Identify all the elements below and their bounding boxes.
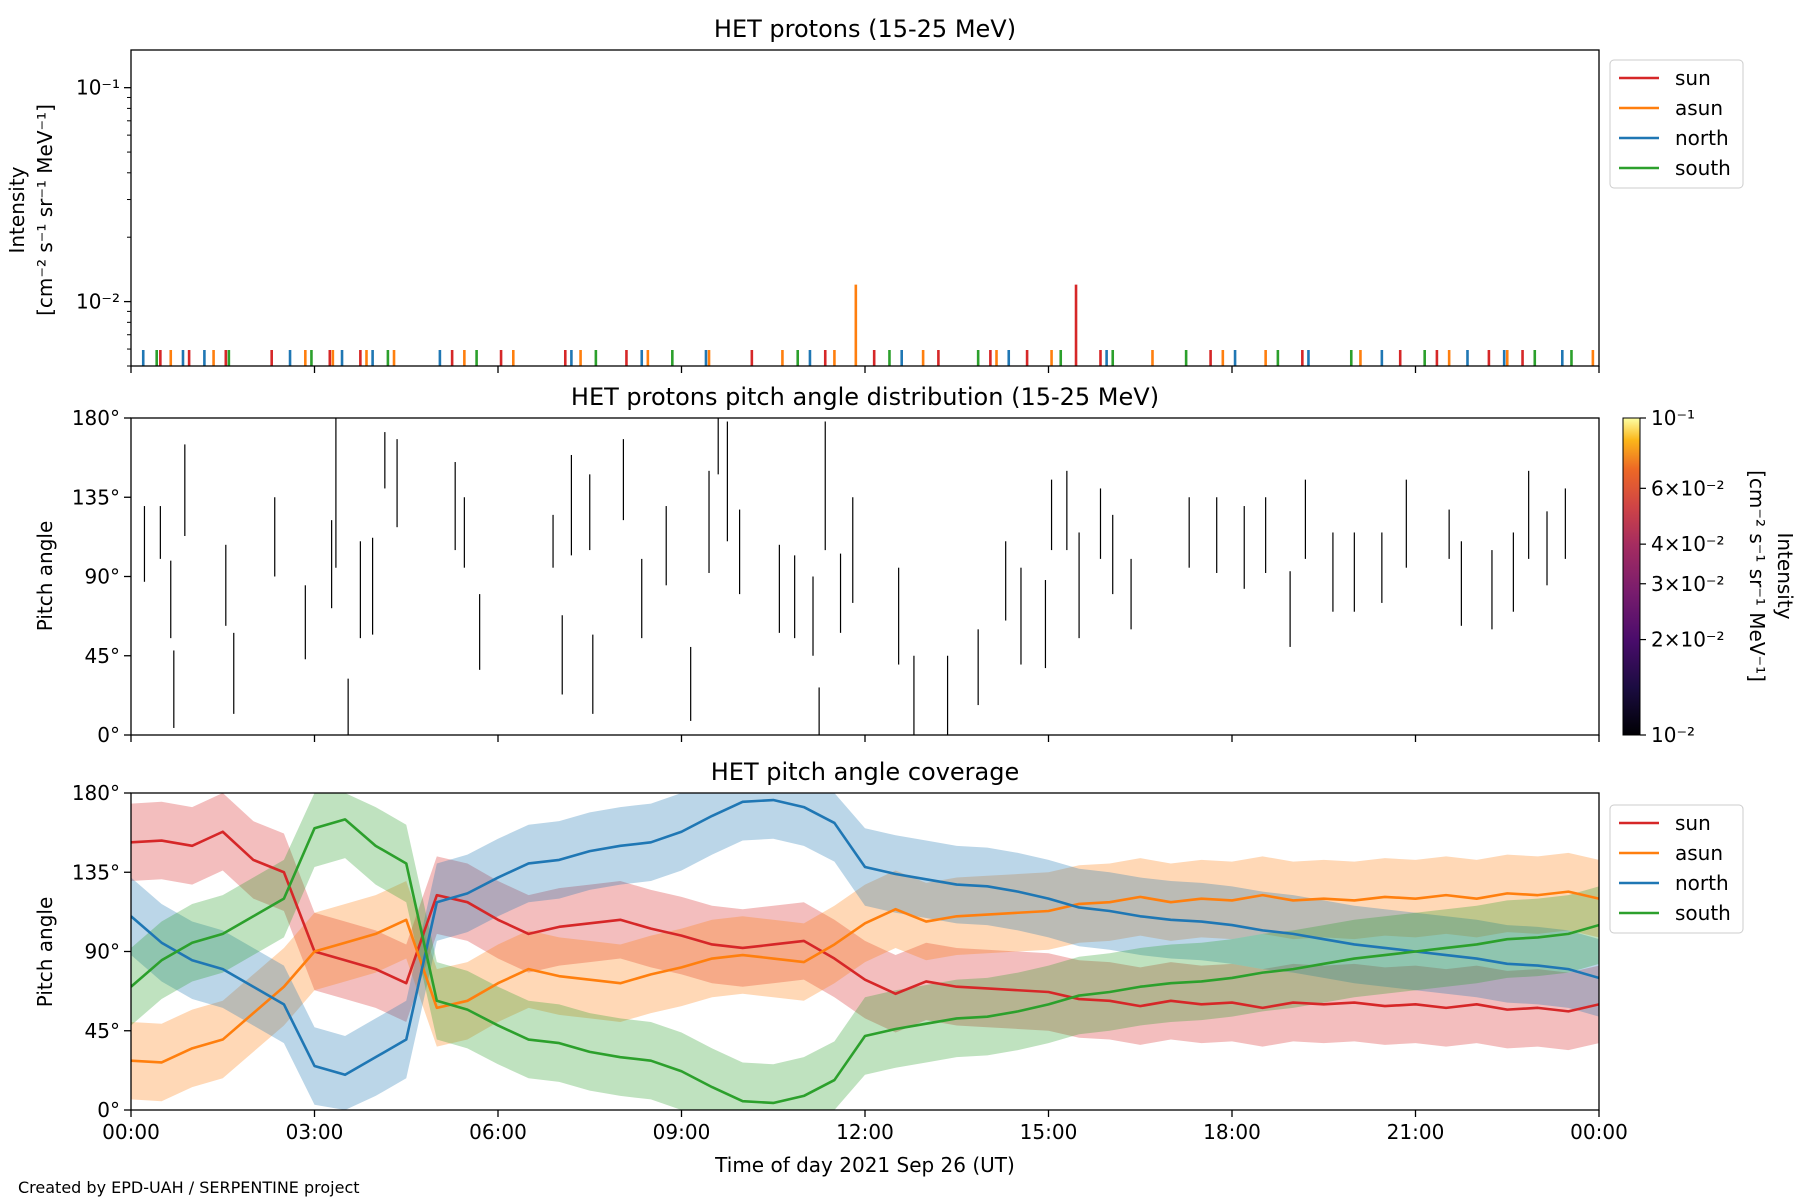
y-tick-label: 90° bbox=[85, 565, 120, 589]
legend-label-asun: asun bbox=[1675, 96, 1723, 120]
x-axis-label: Time of day 2021 Sep 26 (UT) bbox=[714, 1153, 1015, 1177]
panel3-legend-box bbox=[1609, 804, 1744, 934]
north-coverage-line bbox=[131, 798, 1599, 1077]
colorbar-tick-label: 2×10⁻² bbox=[1651, 628, 1725, 652]
south-coverage-band bbox=[131, 793, 1599, 1110]
colorbar-unit: [cm⁻² s⁻¹ sr⁻¹ MeV⁻¹] bbox=[1745, 470, 1769, 682]
panel3-x-ticks: 00:00 03:00 06:00 09:00 12:00 15:00 18:00 21:00… bbox=[102, 1110, 1628, 1144]
panel3-legend: sun asun north south bbox=[1609, 804, 1744, 934]
panel2-x-ticks bbox=[130, 735, 1600, 742]
sun-coverage-band bbox=[131, 793, 1599, 1051]
panel1-y-ticks: 10⁻¹ 10⁻² bbox=[76, 76, 131, 367]
legend-label-south: south bbox=[1675, 156, 1731, 180]
x-tick-label: 00:00 bbox=[102, 1120, 160, 1144]
x-tick-label: 18:00 bbox=[1203, 1120, 1261, 1144]
colorbar-tick-label: 10⁻² bbox=[1651, 723, 1695, 747]
colorbar-gradient bbox=[1622, 417, 1641, 736]
credit-text: Created by EPD-UAH / SERPENTINE project bbox=[18, 1178, 360, 1197]
y-tick-label: 10⁻² bbox=[76, 290, 120, 314]
panel3-title: HET pitch angle coverage bbox=[711, 758, 1019, 786]
y-tick-label: 0° bbox=[97, 1098, 120, 1122]
south-coverage-line bbox=[131, 818, 1599, 1105]
legend-label-asun: asun bbox=[1675, 841, 1723, 865]
y-tick-label: 90° bbox=[85, 940, 120, 964]
panel2-title: HET protons pitch angle distribution (15… bbox=[571, 383, 1159, 411]
x-tick-label: 09:00 bbox=[653, 1120, 711, 1144]
y-tick-label: 135° bbox=[72, 860, 120, 884]
y-tick-label: 10⁻¹ bbox=[76, 76, 120, 100]
north-coverage-band bbox=[131, 793, 1599, 1110]
panel2-heatmap-segments bbox=[143, 418, 1566, 735]
colorbar-ticks: 10⁻¹ 6×10⁻² 4×10⁻² 3×10⁻² 2×10⁻² 10⁻² bbox=[1640, 406, 1725, 747]
colorbar-tick-label: 10⁻¹ bbox=[1651, 406, 1695, 430]
x-tick-label: 12:00 bbox=[836, 1120, 894, 1144]
x-tick-label: 03:00 bbox=[286, 1120, 344, 1144]
panel1-x-ticks bbox=[130, 366, 1600, 373]
panel2-frame bbox=[130, 417, 1600, 736]
y-tick-label: 135° bbox=[72, 485, 120, 509]
legend-label-south: south bbox=[1675, 901, 1731, 925]
x-tick-label: 15:00 bbox=[1020, 1120, 1078, 1144]
legend-label-north: north bbox=[1675, 126, 1729, 150]
panel3-ylabel: Pitch angle bbox=[33, 897, 57, 1008]
pitch-angle-coverage-panel: HET pitch angle coverage 0° 45° 90° 135° 180… bbox=[33, 758, 1744, 1144]
asun-coverage-line bbox=[131, 890, 1599, 1064]
asun-coverage-band bbox=[131, 852, 1599, 1102]
x-tick-label: 21:00 bbox=[1387, 1120, 1445, 1144]
panel3-y-ticks: 0° 45° 90° 135° 180° bbox=[72, 781, 131, 1122]
sun-coverage-line bbox=[131, 830, 1599, 1013]
panel1-ylabel-line2: [cm⁻² s⁻¹ sr⁻¹ MeV⁻¹] bbox=[33, 104, 57, 316]
panel3-coverage-bands bbox=[131, 793, 1599, 1110]
panel3-coverage-lines bbox=[131, 798, 1599, 1105]
legend-label-sun: sun bbox=[1675, 811, 1711, 835]
pitch-angle-distribution-panel: HET protons pitch angle distribution (15… bbox=[33, 383, 1797, 747]
x-tick-label: 06:00 bbox=[469, 1120, 527, 1144]
panel1-frame bbox=[130, 49, 1600, 367]
colorbar-label: Intensity bbox=[1773, 532, 1797, 619]
panel1-legend: sun asun north south bbox=[1609, 59, 1744, 189]
colorbar-tick-label: 4×10⁻² bbox=[1651, 532, 1725, 556]
y-tick-label: 180° bbox=[72, 406, 120, 430]
colorbar: 10⁻¹ 6×10⁻² 4×10⁻² 3×10⁻² 2×10⁻² 10⁻² Intensi… bbox=[1622, 406, 1797, 747]
panel1-ylabel-line1: Intensity bbox=[5, 166, 29, 253]
panel2-ylabel: Pitch angle bbox=[33, 521, 57, 632]
y-tick-label: 0° bbox=[97, 723, 120, 747]
colorbar-tick-label: 6×10⁻² bbox=[1651, 476, 1725, 500]
y-tick-label: 45° bbox=[85, 1019, 120, 1043]
legend-label-north: north bbox=[1675, 871, 1729, 895]
legend-label-sun: sun bbox=[1675, 66, 1711, 90]
panel1-title: HET protons (15-25 MeV) bbox=[714, 15, 1016, 43]
y-tick-label: 180° bbox=[72, 781, 120, 805]
panel1-spike-marks bbox=[141, 284, 1595, 366]
panel2-y-ticks: 0° 45° 90° 135° 180° bbox=[72, 406, 131, 747]
colorbar-tick-label: 3×10⁻² bbox=[1651, 572, 1725, 596]
intensity-panel: HET protons (15-25 MeV) 10⁻¹ 10⁻² Intensi… bbox=[5, 15, 1744, 373]
x-tick-label: 00:00 bbox=[1570, 1120, 1628, 1144]
y-tick-label: 45° bbox=[85, 644, 120, 668]
panel1-legend-box bbox=[1609, 59, 1744, 189]
